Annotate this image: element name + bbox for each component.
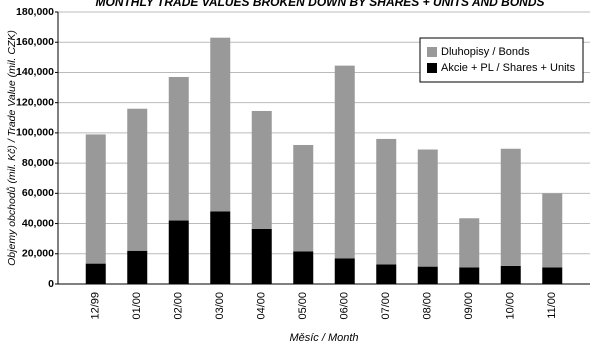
x-tick-label: 05/00 [297,292,309,320]
legend-box [419,37,584,83]
bar-segment [542,267,563,284]
x-tick-label: 06/00 [339,292,351,320]
legend-swatch [427,63,437,73]
bar-segment [127,108,148,251]
y-tick-label: 140,000 [16,66,54,78]
bar-segment [127,250,148,284]
bar-segment [542,193,563,268]
bar-segment [85,263,106,284]
bar-segment [251,110,272,229]
bar-segment [85,134,106,264]
bar-segment [500,265,521,284]
bar-segment [459,267,480,284]
x-tick-label: 04/00 [256,292,268,320]
bar-segment [210,211,231,284]
bar-segment [334,65,355,259]
y-tick-label: 80,000 [22,157,54,169]
y-tick-label: 180,000 [16,6,54,18]
bar-segment [251,228,272,284]
x-tick-label: 03/00 [214,292,226,320]
bar-segment [376,138,397,265]
bar-segment [459,218,480,268]
bar-segment [417,149,438,267]
y-tick-label: 60,000 [22,187,54,199]
legend-label: Akcie + PL / Shares + Units [441,62,576,74]
x-tick-label: 11/00 [546,292,558,319]
x-tick-label: 09/00 [463,292,475,320]
bar-segment [293,144,314,252]
x-tick-label: 10/00 [505,292,517,320]
bar-segment [417,266,438,284]
bar-segment [376,264,397,284]
x-tick-label: 12/99 [90,292,102,320]
bar-segment [168,76,189,221]
legend-label: Dluhopisy / Bonds [441,46,530,58]
x-axis-label: Měsíc / Month [289,332,358,344]
bar-segment [168,220,189,284]
bar-segment [500,148,521,266]
y-tick-label: 160,000 [16,36,54,48]
y-tick-label: 120,000 [16,96,54,108]
x-tick-label: 07/00 [380,292,392,320]
y-tick-label: 40,000 [22,217,54,229]
y-tick-label: 100,000 [16,127,54,139]
bar-segment [210,37,231,212]
chart-title: MONTHLY TRADE VALUES BROKEN DOWN BY SHAR… [95,0,544,9]
y-axis-label: Objemy obchodů (mil. Kč) / Trade Value (… [6,30,18,266]
legend-swatch [427,47,437,57]
bar-segment [293,251,314,284]
y-tick-label: 20,000 [22,248,54,260]
y-tick-label: 0 [48,278,54,290]
x-tick-label: 08/00 [422,292,434,320]
bar-segment [334,258,355,284]
x-tick-label: 02/00 [173,292,185,320]
x-tick-label: 01/00 [131,292,143,320]
